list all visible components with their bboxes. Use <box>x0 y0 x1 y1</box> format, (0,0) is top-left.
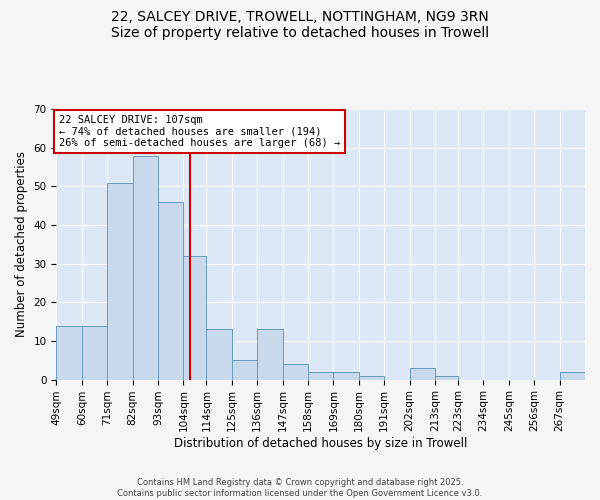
Bar <box>82 326 107 380</box>
Bar <box>560 372 585 380</box>
Bar <box>206 330 232 380</box>
Bar <box>184 256 206 380</box>
Bar <box>56 326 82 380</box>
Text: 22 SALCEY DRIVE: 107sqm
← 74% of detached houses are smaller (194)
26% of semi-d: 22 SALCEY DRIVE: 107sqm ← 74% of detache… <box>59 115 340 148</box>
Bar <box>308 372 334 380</box>
Bar <box>283 364 308 380</box>
Bar <box>359 376 384 380</box>
Bar <box>133 156 158 380</box>
X-axis label: Distribution of detached houses by size in Trowell: Distribution of detached houses by size … <box>174 437 467 450</box>
Bar <box>257 330 283 380</box>
Text: 22, SALCEY DRIVE, TROWELL, NOTTINGHAM, NG9 3RN
Size of property relative to deta: 22, SALCEY DRIVE, TROWELL, NOTTINGHAM, N… <box>111 10 489 40</box>
Text: Contains HM Land Registry data © Crown copyright and database right 2025.
Contai: Contains HM Land Registry data © Crown c… <box>118 478 482 498</box>
Bar <box>410 368 435 380</box>
Bar <box>334 372 359 380</box>
Y-axis label: Number of detached properties: Number of detached properties <box>15 152 28 338</box>
Bar <box>107 182 133 380</box>
Bar <box>435 376 458 380</box>
Bar <box>158 202 184 380</box>
Bar <box>232 360 257 380</box>
